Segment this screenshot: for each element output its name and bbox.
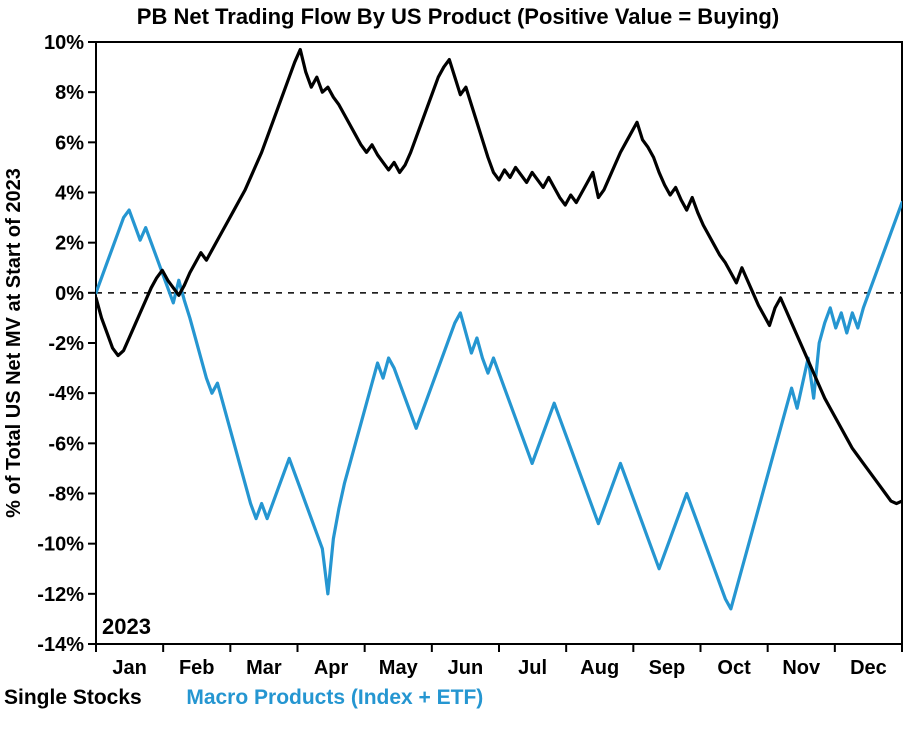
legend-item-single-stocks: Single Stocks xyxy=(4,686,142,709)
y-axis-label: % of Total US Net MV at Start of 2023 xyxy=(3,168,25,518)
y-tick-label: -8% xyxy=(48,484,84,506)
y-tick-label: -6% xyxy=(48,433,84,455)
chart-svg: PB Net Trading Flow By US Product (Posit… xyxy=(0,0,916,738)
x-tick-label: Feb xyxy=(179,657,215,679)
x-tick-label: Oct xyxy=(717,657,751,679)
y-tick-label: 8% xyxy=(55,82,84,104)
y-tick-label: -2% xyxy=(48,333,84,355)
x-tick-label: Nov xyxy=(782,657,821,679)
x-tick-label: Jul xyxy=(518,657,547,679)
y-tick-label: -12% xyxy=(37,584,84,606)
y-tick-label: 10% xyxy=(44,32,84,54)
y-tick-label: 4% xyxy=(55,183,84,205)
x-tick-label: Aug xyxy=(580,657,619,679)
year-label: 2023 xyxy=(102,614,151,639)
legend-item-macro-products: Macro Products (Index + ETF) xyxy=(186,686,483,709)
x-tick-label: Dec xyxy=(850,657,887,679)
y-tick-label: 0% xyxy=(55,283,84,305)
y-tick-label: 2% xyxy=(55,233,84,255)
chart-container: PB Net Trading Flow By US Product (Posit… xyxy=(0,0,916,738)
x-tick-label: Jan xyxy=(112,657,146,679)
x-tick-label: May xyxy=(379,657,419,679)
y-tick-label: -4% xyxy=(48,383,84,405)
x-tick-label: Jun xyxy=(448,657,484,679)
y-tick-label: -10% xyxy=(37,534,84,556)
y-tick-label: -14% xyxy=(37,634,84,656)
x-tick-label: Sep xyxy=(649,657,686,679)
x-tick-label: Mar xyxy=(246,657,282,679)
x-tick-label: Apr xyxy=(314,657,349,679)
chart-title: PB Net Trading Flow By US Product (Posit… xyxy=(137,4,779,29)
y-tick-label: 6% xyxy=(55,132,84,154)
